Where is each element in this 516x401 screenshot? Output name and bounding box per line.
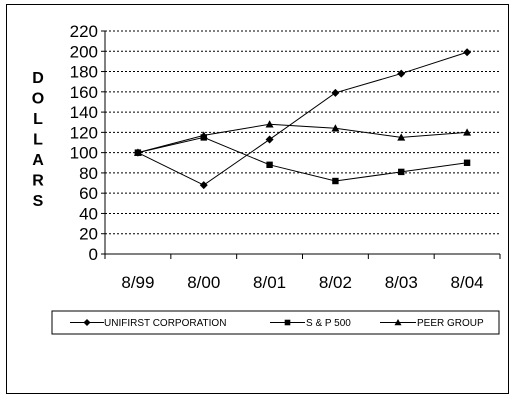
data-point <box>331 124 340 132</box>
x-tick-label: 8/00 <box>187 273 220 292</box>
y-tick-label: 0 <box>89 245 98 264</box>
y-axis-label-letter: A <box>32 152 44 169</box>
y-axis-label-letter: S <box>33 193 44 210</box>
series-0 <box>133 48 472 190</box>
legend-marker <box>284 319 291 326</box>
y-tick-label: 160 <box>70 83 98 102</box>
legend: UNIFIRST CORPORATION S & P 500 PEER GROUP <box>51 310 500 335</box>
y-tick-label: 60 <box>79 184 98 203</box>
y-tick-label: 40 <box>79 204 98 223</box>
series-line <box>137 136 468 182</box>
series-line <box>137 51 468 186</box>
x-tick-label: 8/04 <box>451 273 484 292</box>
data-point <box>133 148 142 156</box>
x-tick-label: 8/01 <box>253 273 286 292</box>
data-point <box>397 69 406 78</box>
legend-label: PEER GROUP <box>417 318 484 329</box>
y-axis-label-letter: L <box>33 132 43 149</box>
data-point <box>398 168 405 176</box>
legend-entry: UNIFIRST CORPORATION <box>70 318 226 329</box>
y-axis-label-letter: O <box>32 91 44 108</box>
legend-label: UNIFIRST CORPORATION <box>104 318 226 329</box>
x-tick-label: 8/03 <box>385 273 418 292</box>
y-tick-label: 20 <box>79 225 98 244</box>
y-tick-label: 200 <box>70 42 98 61</box>
data-point <box>331 88 340 97</box>
x-tick-label: 8/02 <box>319 273 352 292</box>
y-axis-label-letter: R <box>32 173 44 190</box>
legend-marker <box>83 319 91 326</box>
axes <box>101 30 501 259</box>
gridlines <box>105 30 500 235</box>
y-tick-label: 100 <box>70 144 98 163</box>
y-tick-label: 120 <box>70 123 98 142</box>
legend-marker <box>394 319 402 326</box>
series-1 <box>134 134 471 185</box>
data-point <box>265 120 274 128</box>
data-point <box>463 48 472 57</box>
series-2 <box>133 120 472 156</box>
y-tick-label: 180 <box>70 63 98 82</box>
data-point <box>332 177 339 185</box>
x-tick-label: 8/99 <box>121 273 154 292</box>
y-tick-label: 140 <box>70 103 98 122</box>
y-tick-label: 220 <box>70 22 98 41</box>
y-tick-label: 80 <box>79 164 98 183</box>
data-point <box>266 161 273 168</box>
legend-label: S & P 500 <box>306 318 351 329</box>
data-point <box>199 131 208 139</box>
data-point <box>265 135 274 144</box>
legend-entry: S & P 500 <box>270 318 351 329</box>
y-axis-label-letter: L <box>33 111 43 128</box>
x-tick-labels: 8/99 8/00 8/01 8/02 8/03 8/04 <box>121 273 483 292</box>
series-line <box>137 123 468 154</box>
legend-entry: PEER GROUP <box>380 318 484 329</box>
data-point <box>463 128 472 136</box>
data-point <box>199 181 208 190</box>
data-point <box>463 159 471 166</box>
y-axis-label-letter: D <box>32 70 44 87</box>
data-point <box>397 133 406 141</box>
series-lines <box>133 48 472 190</box>
